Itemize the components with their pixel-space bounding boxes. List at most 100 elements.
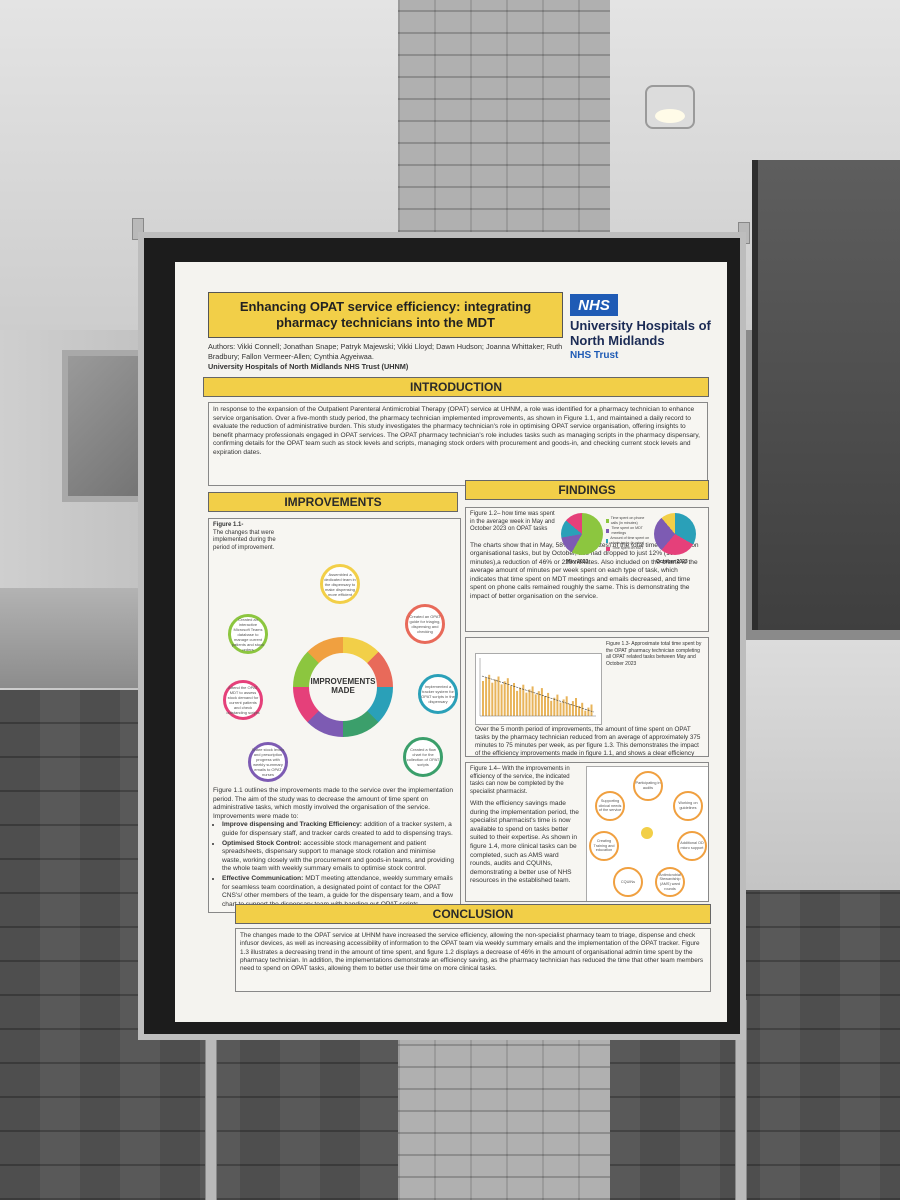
affiliation: University Hospitals of North Midlands N…	[208, 362, 409, 371]
pie-may-2023	[561, 513, 603, 555]
chart-bar	[497, 676, 500, 716]
chart-bar	[540, 688, 543, 716]
chart-bar	[506, 678, 509, 716]
chart-bar	[587, 707, 590, 716]
stand-leg-left	[205, 1030, 217, 1200]
figure-1-4-text: With the efficiency savings made during …	[470, 800, 579, 885]
improvements-list-intro: Improvements were made to:	[213, 812, 299, 820]
chart-bar	[547, 692, 550, 716]
nhs-logo: NHS	[570, 294, 618, 316]
improvements-list: Improve dispensing and Tracking Efficien…	[213, 821, 456, 909]
chart-bar	[494, 679, 497, 716]
improvements-ring: IMPROVEMENTS MADE	[293, 637, 393, 737]
chart-bar	[565, 696, 568, 716]
improvement-item: Optimised Stock Control: accessible stoc…	[222, 840, 456, 874]
chart-bar	[575, 698, 577, 716]
legend-item: Time spent on MDT meetings	[606, 526, 652, 536]
chart-bar	[584, 710, 587, 716]
petal-opat-guide: Created an OPAT guide for triaging, disp…	[405, 604, 445, 644]
chart-bar	[544, 696, 546, 716]
hub-node-micro-support: Additional OD micro support	[677, 831, 707, 861]
chart-bar	[537, 691, 540, 716]
conclusion-text: The changes made to the OPAT service at …	[235, 928, 711, 992]
chart-bar	[553, 697, 556, 716]
hub-node-training: Creating Training and education	[589, 831, 619, 861]
petal-teams-database: Created an interactive Microsoft Teams d…	[228, 614, 268, 654]
improvements-heading: IMPROVEMENTS	[208, 492, 458, 512]
chart-bar	[562, 699, 565, 716]
chart-bar	[516, 690, 519, 716]
pie-label-october: October 2023	[656, 559, 688, 565]
chart-bar	[522, 684, 525, 716]
poster-title-box: Enhancing OPAT service efficiency: integ…	[208, 292, 563, 338]
chart-bar	[568, 704, 571, 716]
figure-1-3-caption: Figure 1.3- Approximate total time spent…	[606, 641, 702, 667]
figure-1-4-panel: Figure 1.4– With the improvements in eff…	[465, 762, 709, 902]
pie-october-2023	[654, 513, 696, 555]
pie-legend: Time spent on phone calls (in minutes) T…	[606, 516, 652, 551]
hub-node-ams-rounds: Antimicrobial Stewardship (AMS) ward rou…	[655, 867, 685, 897]
improvements-diagram: IMPROVEMENTS MADE Assembled a dedicated …	[213, 552, 458, 782]
introduction-heading: INTRODUCTION	[203, 377, 709, 397]
chart-bar	[528, 689, 531, 716]
chart-bar	[550, 700, 553, 716]
research-poster: Enhancing OPAT service efficiency: integ…	[175, 262, 727, 1022]
chart-bar	[531, 686, 534, 716]
trust-label: NHS Trust	[570, 350, 619, 361]
chart-bar	[519, 687, 522, 716]
figure-1-3-panel: Figure 1.3- Approximate total time spent…	[465, 637, 709, 757]
chart-bar	[556, 694, 559, 716]
chart-bar	[525, 692, 528, 716]
petal-weekly-emails: Share stock levels and prescription prog…	[248, 742, 288, 782]
petal-tracker-system: Implemented a tracker system for OPAT sc…	[418, 674, 458, 714]
hub-node-clinical-needs: Supporting clinical needs of the service	[595, 791, 625, 821]
chart-bar	[500, 684, 503, 716]
trend-line	[481, 675, 595, 713]
authors-block: Authors: Vikki Connell; Jonathan Snape; …	[208, 342, 563, 372]
improvements-body: Figure 1.1 outlines the improvements mad…	[213, 787, 454, 812]
chart-bar	[571, 701, 574, 716]
chart-bar	[482, 681, 484, 716]
chart-bar	[491, 682, 494, 716]
petal-flow-chart: Created a flow chart for the collection …	[403, 737, 443, 777]
hub-node-guidelines: Working on guidelines	[673, 791, 703, 821]
authors-list: Authors: Vikki Connell; Jonathan Snape; …	[208, 342, 563, 361]
improvements-center-label: IMPROVEMENTS MADE	[309, 653, 377, 721]
chart-bar	[509, 686, 512, 716]
window	[752, 160, 900, 630]
legend-item: Time spent on MDT	[606, 546, 652, 551]
poster-title: Enhancing OPAT service efficiency: integ…	[239, 299, 532, 330]
figure-1-4-caption: Figure 1.4– With the improvements in eff…	[470, 766, 570, 795]
ceiling-light	[645, 85, 695, 129]
chart-bar	[534, 694, 537, 716]
specialist-tasks-diagram: Participating in audits Working on guide…	[586, 766, 708, 901]
chart-bar	[590, 704, 593, 716]
figure-1-2-caption: Figure 1.2– how time was spent in the av…	[470, 511, 555, 532]
legend-item: Time spent on phone calls (in minutes)	[606, 516, 652, 526]
petal-mdt-attendance: Attend the OPAT MDT to assess stock dema…	[223, 680, 263, 720]
chart-bar	[488, 674, 491, 716]
bar-series	[482, 674, 593, 716]
petal-dedicated-team: Assembled a dedicated team in the dispen…	[320, 564, 360, 604]
figure-1-1-label: Figure 1.1-	[213, 522, 244, 528]
hub-node-audits: Participating in audits	[633, 771, 663, 801]
hub-center	[641, 827, 653, 839]
legend-item: Amount of time spent on admin tasks (in …	[606, 536, 652, 546]
chart-bar	[503, 681, 506, 716]
introduction-text: In response to the expansion of the Outp…	[208, 402, 708, 486]
improvements-panel: Figure 1.1- The changes that were implem…	[208, 518, 461, 913]
chart-bar	[559, 702, 562, 716]
hub-node-cquins: CQUINs	[613, 867, 643, 897]
organisation-name: University Hospitals of North Midlands	[570, 318, 711, 348]
chart-bar	[485, 677, 488, 716]
figure-1-3-text: Over the 5 month period of improvements,…	[475, 726, 701, 757]
chart-bar	[513, 683, 515, 716]
pie-label-may: May 2023	[566, 559, 589, 565]
improvement-item: Improve dispensing and Tracking Efficien…	[222, 821, 456, 838]
bar-chart-svg	[479, 658, 596, 717]
chart-bar	[581, 702, 584, 716]
findings-heading: FINDINGS	[465, 480, 709, 500]
side-table	[745, 640, 900, 890]
conclusion-heading: CONCLUSION	[235, 904, 711, 924]
